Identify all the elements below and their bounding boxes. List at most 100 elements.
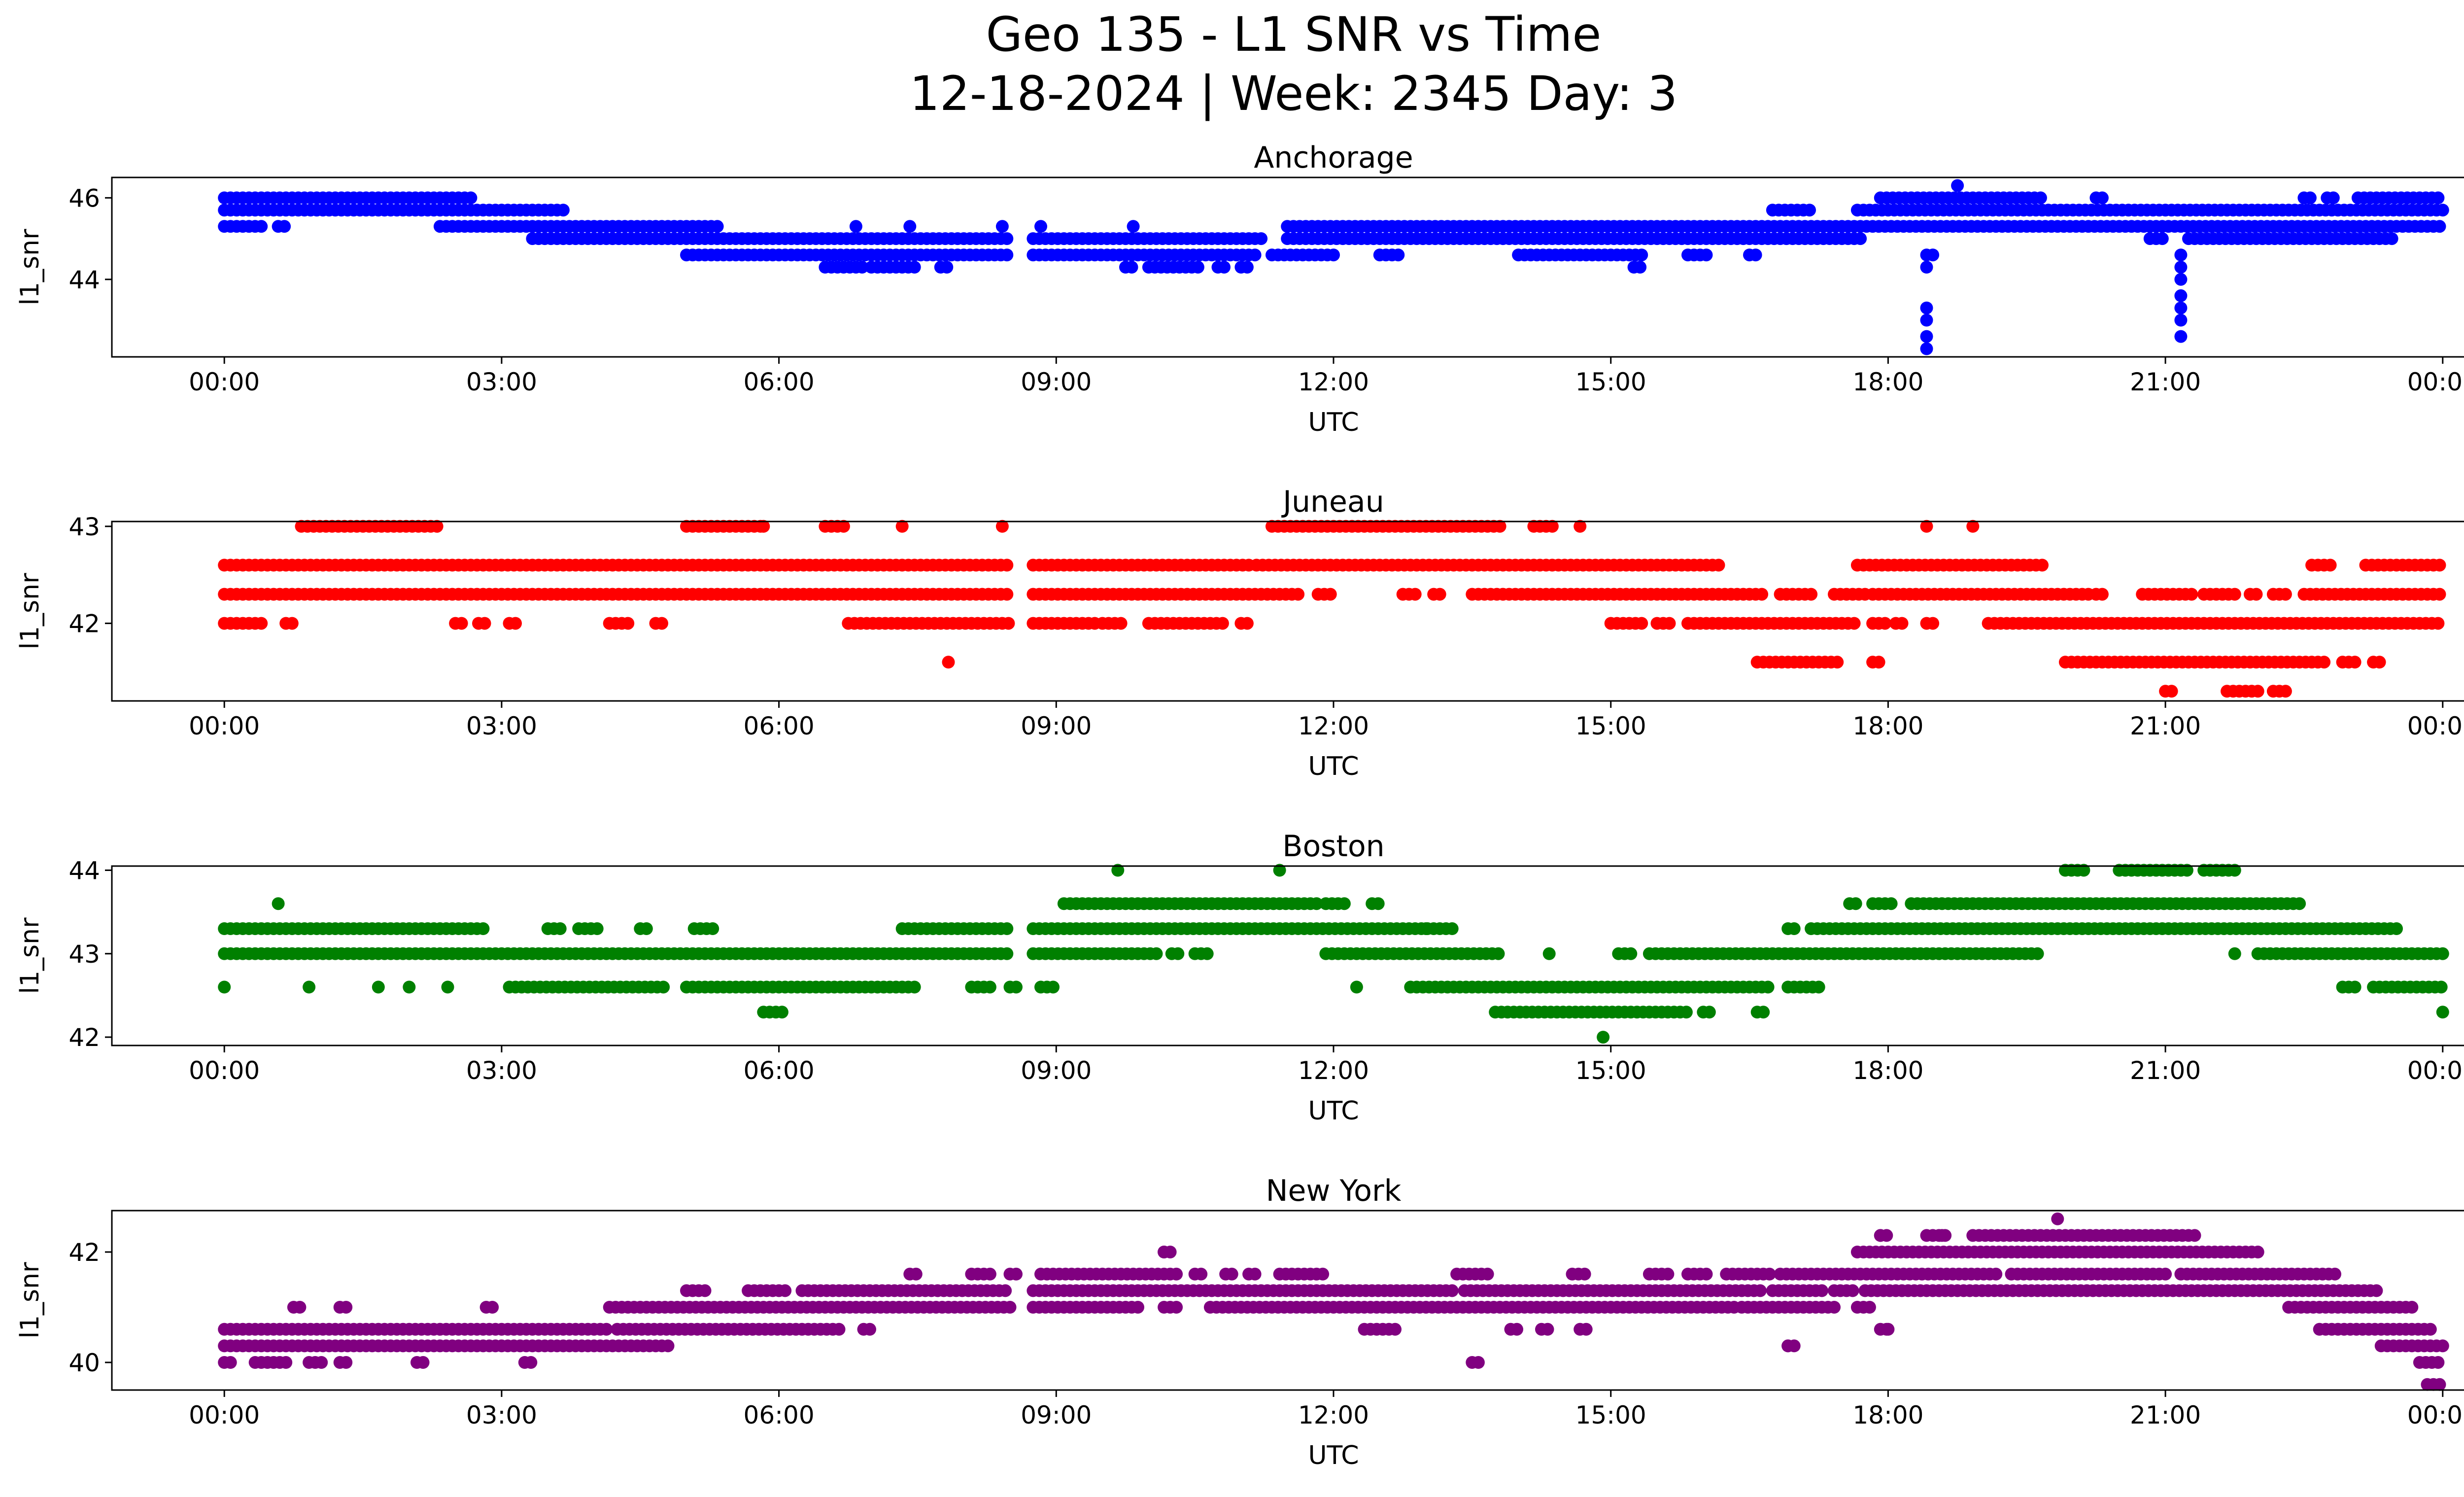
data-point: [1472, 1356, 1485, 1369]
x-tick-label: 18:00: [1852, 712, 1923, 740]
data-point: [1541, 1323, 1554, 1336]
data-point: [1195, 1267, 1208, 1281]
data-point: [1848, 617, 1861, 630]
data-point: [553, 922, 567, 935]
data-point: [477, 922, 490, 935]
data-point: [464, 191, 478, 205]
data-point: [1849, 897, 1862, 910]
x-tick-label: 21:00: [2130, 1401, 2201, 1429]
data-point: [1926, 248, 1940, 262]
data-point: [983, 980, 996, 994]
figure-title-line2: 12-18-2024 | Week: 2345 Day: 3: [910, 66, 1678, 122]
y-tick-label: 43: [68, 940, 100, 969]
data-point: [285, 617, 299, 630]
x-tick-label: 00:00: [189, 1056, 260, 1085]
data-point: [1805, 588, 1818, 601]
data-point: [775, 1006, 788, 1019]
data-point: [1755, 588, 1769, 601]
data-point: [909, 1267, 923, 1281]
data-point: [2095, 191, 2109, 205]
data-point: [2348, 656, 2361, 669]
data-point: [1492, 947, 1505, 960]
data-point: [908, 261, 921, 274]
data-point: [2433, 1378, 2446, 1391]
subplot-title: New York: [1266, 1174, 1402, 1208]
data-point: [1579, 1323, 1593, 1336]
data-point: [1854, 232, 1867, 245]
data-point: [1310, 897, 1323, 910]
data-point: [2174, 301, 2188, 314]
data-point: [1663, 617, 1676, 630]
data-point: [1150, 947, 1163, 960]
data-point: [340, 1301, 353, 1314]
data-point: [509, 617, 522, 630]
data-point: [2424, 1323, 2437, 1336]
data-point: [1000, 922, 1014, 935]
x-tick-label: 00:00: [189, 712, 260, 740]
data-point: [1812, 980, 1825, 994]
data-point: [1171, 947, 1185, 960]
data-point: [1634, 261, 1647, 274]
data-point: [2436, 204, 2449, 217]
data-point: [255, 617, 268, 630]
data-point: [2174, 313, 2188, 327]
data-point: [293, 1301, 307, 1314]
y-axis-label: l1_snr: [15, 1262, 45, 1339]
data-point: [621, 617, 635, 630]
data-point: [524, 1356, 538, 1369]
data-point: [1240, 261, 1254, 274]
data-point: [218, 980, 231, 994]
data-point: [1920, 261, 1933, 274]
x-tick-label: 06:00: [744, 712, 815, 740]
data-point: [1200, 947, 1214, 960]
x-tick-label: 21:00: [2130, 1056, 2201, 1085]
data-point: [1700, 1267, 1713, 1281]
subplot-title: Boston: [1282, 829, 1384, 864]
data-point: [556, 204, 570, 217]
data-point: [1003, 1301, 1017, 1314]
x-tick-label: 18:00: [1852, 368, 1923, 396]
y-axis-label: l1_snr: [15, 229, 45, 306]
data-point: [1216, 617, 1229, 630]
data-point: [1131, 1301, 1144, 1314]
data-point: [995, 520, 1009, 533]
data-point: [942, 656, 955, 669]
data-point: [1574, 520, 1587, 533]
x-tick-label: 09:00: [1021, 368, 1092, 396]
x-axis-label: UTC: [1308, 1441, 1359, 1470]
x-tick-label: 12:00: [1298, 712, 1369, 740]
data-point: [2405, 1301, 2419, 1314]
data-point: [1753, 1284, 1767, 1297]
data-point: [1000, 947, 1014, 960]
data-point: [1989, 1267, 2003, 1281]
x-tick-label: 12:00: [1298, 368, 1369, 396]
data-point: [2436, 1006, 2449, 1019]
data-point: [1445, 922, 1459, 935]
data-point: [2228, 588, 2241, 601]
x-tick-label: 09:00: [1021, 1056, 1092, 1085]
data-point: [1882, 1323, 1895, 1336]
x-axis-label: UTC: [1308, 752, 1359, 781]
data-point: [1920, 330, 1933, 343]
data-point: [779, 1284, 792, 1297]
subplot-juneau: Juneau 00:00 03:00 06:00 09:00 12:00 15:00 18:0…: [15, 485, 2464, 781]
data-point: [1926, 617, 1940, 630]
data-point: [2036, 558, 2049, 572]
x-tick-label: 09:00: [1021, 712, 1092, 740]
data-point: [1831, 656, 1844, 669]
data-point: [1114, 617, 1128, 630]
data-point: [2390, 922, 2403, 935]
data-point: [1803, 204, 1816, 217]
data-point: [2174, 289, 2188, 302]
data-point: [2228, 864, 2241, 877]
data-point: [2327, 191, 2340, 205]
y-tick-label: 43: [68, 513, 100, 541]
data-point: [657, 980, 670, 994]
data-point: [1047, 980, 1060, 994]
data-point: [757, 520, 770, 533]
data-point: [2077, 864, 2090, 877]
data-point: [1828, 1301, 1841, 1314]
x-tick-label: 06:00: [744, 1056, 815, 1085]
data-point: [1757, 1006, 1770, 1019]
data-point: [903, 220, 917, 233]
